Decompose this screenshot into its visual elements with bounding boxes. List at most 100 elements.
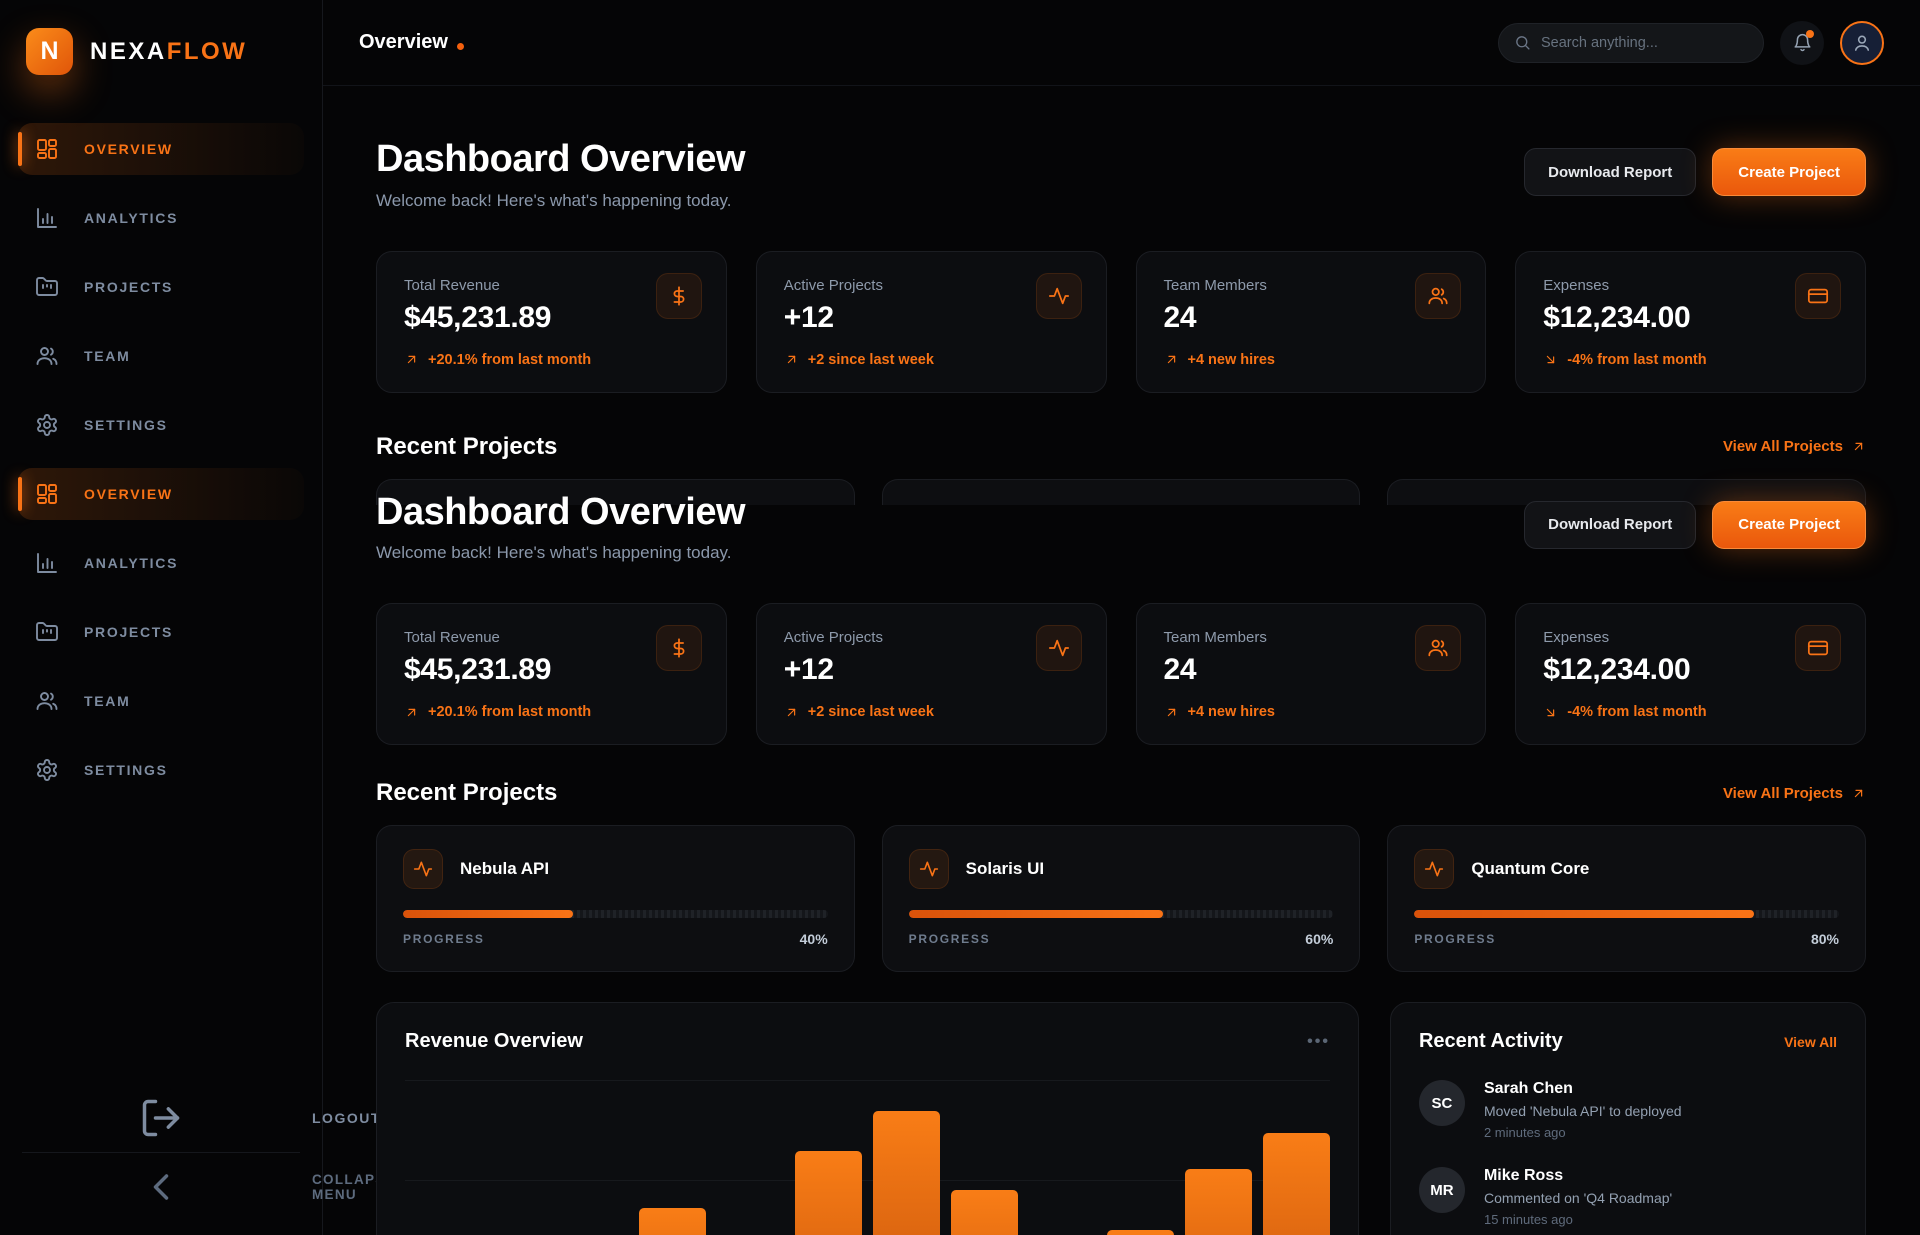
notifications-button[interactable] bbox=[1780, 20, 1824, 65]
stat-card-active-projects: Active Projects +12 +2 since last week bbox=[755, 250, 1107, 393]
search-icon bbox=[1514, 34, 1531, 51]
progress-percent: 40% bbox=[799, 931, 828, 948]
revenue-bar bbox=[951, 1190, 1018, 1235]
stat-delta: +2 since last week bbox=[784, 704, 1079, 720]
sidebar-nav-item-analytics-2[interactable]: ANALYTICS bbox=[18, 537, 304, 589]
stat-delta-text: +4 new hires bbox=[1187, 704, 1275, 721]
progress-label: PROGRESS bbox=[403, 932, 485, 947]
stat-delta: -4% from last month bbox=[1543, 352, 1838, 368]
project-card-stub bbox=[1387, 478, 1866, 505]
project-card-quantum-core[interactable]: Quantum Core PROGRESS 80% bbox=[1387, 825, 1866, 973]
users-icon bbox=[35, 689, 59, 713]
stat-value: 24 bbox=[1163, 653, 1197, 687]
project-card-nebula-api[interactable]: Nebula API PROGRESS 40% bbox=[376, 825, 855, 973]
revenue-bar bbox=[795, 1151, 862, 1235]
activity-item[interactable]: SC Sarah Chen Moved 'Nebula API' to depl… bbox=[1418, 1080, 1837, 1140]
stat-label: Expenses bbox=[1543, 629, 1610, 647]
stat-delta: +4 new hires bbox=[1164, 704, 1459, 720]
activity-icon bbox=[1035, 625, 1082, 672]
activity-icon bbox=[908, 849, 949, 890]
revenue-bar bbox=[1185, 1169, 1252, 1235]
brand-logo: N NEXAFLOW bbox=[18, 26, 304, 77]
view-all-projects-link[interactable]: View All Projects bbox=[1723, 785, 1866, 802]
bell-icon bbox=[1793, 33, 1812, 52]
sidebar-nav-item-team-2[interactable]: TEAM bbox=[18, 675, 304, 727]
activity-name: Sarah Chen bbox=[1483, 1080, 1573, 1098]
stats-row: Total Revenue $45,231.89 +20.1% from las… bbox=[376, 603, 1866, 746]
dashboard-icon bbox=[35, 137, 59, 161]
stat-value: $45,231.89 bbox=[404, 300, 552, 334]
download-report-button[interactable]: Download Report bbox=[1524, 500, 1697, 549]
arrow-up-right-icon bbox=[1164, 352, 1179, 367]
logout-icon bbox=[35, 1096, 287, 1140]
activity-item[interactable]: MR Mike Ross Commented on 'Q4 Roadmap' 1… bbox=[1418, 1167, 1837, 1227]
progress-fill bbox=[1414, 910, 1755, 919]
project-card-solaris-ui[interactable]: Solaris UI PROGRESS 60% bbox=[881, 825, 1361, 973]
sidebar-nav-item-settings-2[interactable]: SETTINGS bbox=[18, 744, 304, 796]
projects-row: Nebula API PROGRESS 40% Solaris UI PROGR… bbox=[376, 825, 1866, 973]
activity-icon bbox=[403, 849, 443, 890]
sidebar-nav-item-settings[interactable]: SETTINGS bbox=[18, 399, 304, 451]
notification-dot bbox=[1806, 29, 1814, 38]
revenue-bar bbox=[639, 1208, 706, 1235]
logo-icon: N bbox=[26, 28, 73, 75]
recent-projects-title: Recent Projects bbox=[376, 432, 558, 460]
view-all-activity-link[interactable]: View All bbox=[1784, 1033, 1837, 1050]
search-input[interactable] bbox=[1541, 34, 1748, 51]
view-all-projects-link[interactable]: View All Projects bbox=[1723, 438, 1866, 455]
brand-name: NEXAFLOW bbox=[90, 37, 248, 65]
collapse-menu-button[interactable]: COLLAPSE MENU bbox=[18, 1165, 395, 1209]
logout-button[interactable]: LOGOUT bbox=[18, 1096, 379, 1140]
stat-card-team-members: Team Members 24 +4 new hires bbox=[1135, 250, 1487, 393]
stat-card-total-revenue: Total Revenue $45,231.89 +20.1% from las… bbox=[376, 250, 727, 393]
stat-label: Active Projects bbox=[783, 629, 883, 647]
revenue-bar bbox=[1263, 1133, 1330, 1235]
revenue-bar bbox=[873, 1111, 940, 1235]
stat-delta-text: +2 since last week bbox=[807, 351, 934, 368]
search-bar[interactable] bbox=[1498, 22, 1764, 63]
activity-action: Commented on 'Q4 Roadmap' bbox=[1483, 1190, 1673, 1207]
stat-value: $12,234.00 bbox=[1543, 653, 1691, 687]
stat-card-expenses: Expenses $12,234.00 -4% from last month bbox=[1515, 603, 1866, 746]
user-avatar-button[interactable] bbox=[1840, 20, 1884, 65]
avatar: MR bbox=[1418, 1167, 1465, 1214]
stat-delta-text: +20.1% from last month bbox=[428, 704, 592, 721]
stat-card-total-revenue: Total Revenue $45,231.89 +20.1% from las… bbox=[376, 603, 727, 746]
more-options-icon[interactable]: ••• bbox=[1307, 1032, 1330, 1050]
progress-percent: 80% bbox=[1810, 931, 1839, 948]
stat-delta-text: +4 new hires bbox=[1187, 351, 1275, 368]
sidebar: N NEXAFLOW OVERVIEW ANALYTICS PROJECTS T… bbox=[0, 0, 395, 1235]
progress-percent: 60% bbox=[1305, 931, 1334, 948]
gear-icon bbox=[35, 758, 59, 782]
sidebar-nav-item-projects-2[interactable]: PROJECTS bbox=[18, 606, 304, 658]
sidebar-nav-item-team[interactable]: TEAM bbox=[18, 330, 304, 382]
arrow-up-right-icon bbox=[784, 352, 799, 367]
progress-fill bbox=[908, 910, 1164, 919]
avatar: SC bbox=[1418, 1080, 1465, 1127]
sidebar-nav-item-projects[interactable]: PROJECTS bbox=[18, 261, 304, 313]
content: Dashboard Overview Welcome back! Here's … bbox=[323, 86, 1920, 1235]
sidebar-nav-item-overview[interactable]: OVERVIEW bbox=[18, 123, 304, 175]
dashboard-section-1: Dashboard Overview Welcome back! Here's … bbox=[376, 138, 1866, 505]
breadcrumb: Overview bbox=[359, 31, 464, 54]
stat-delta: +4 new hires bbox=[1164, 352, 1459, 368]
activity-list: SC Sarah Chen Moved 'Nebula API' to depl… bbox=[1418, 1080, 1837, 1227]
divider bbox=[22, 1152, 300, 1153]
sidebar-nav-item-overview-2[interactable]: OVERVIEW bbox=[18, 468, 304, 520]
revenue-overview-panel: Revenue Overview ••• bbox=[376, 1002, 1359, 1235]
dashboard-subtitle: Welcome back! Here's what's happening to… bbox=[376, 190, 732, 210]
users-icon bbox=[35, 344, 59, 368]
arrow-up-right-icon bbox=[404, 705, 419, 720]
project-card-stub bbox=[881, 478, 1361, 505]
download-report-button[interactable]: Download Report bbox=[1524, 148, 1697, 196]
stat-label: Team Members bbox=[1163, 276, 1267, 294]
project-name: Nebula API bbox=[460, 859, 550, 879]
progress-label: PROGRESS bbox=[908, 932, 991, 947]
sidebar-nav-item-analytics[interactable]: ANALYTICS bbox=[18, 192, 304, 244]
create-project-button[interactable]: Create Project bbox=[1712, 500, 1866, 549]
analytics-icon bbox=[35, 206, 59, 230]
dashboard-title: Dashboard Overview bbox=[376, 138, 746, 180]
arrow-up-right-icon bbox=[1851, 786, 1866, 801]
create-project-button[interactable]: Create Project bbox=[1712, 148, 1866, 196]
users-icon bbox=[1415, 272, 1462, 319]
